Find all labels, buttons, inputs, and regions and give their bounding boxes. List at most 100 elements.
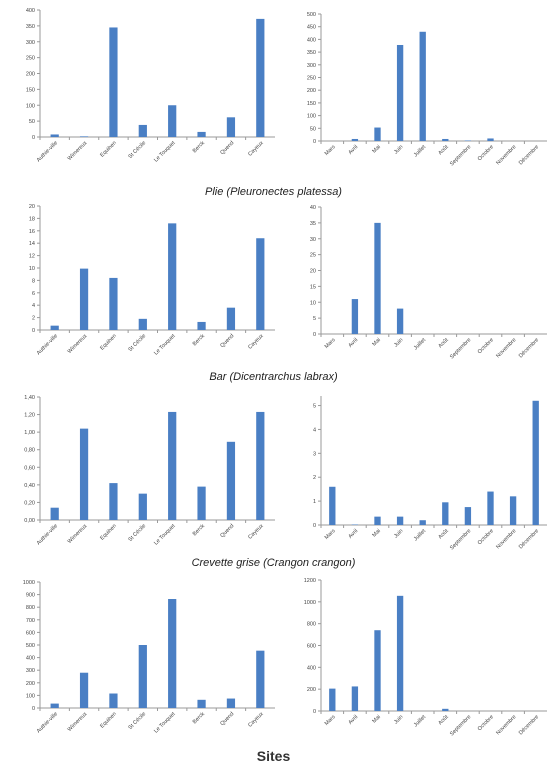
bar xyxy=(138,493,147,520)
bar xyxy=(509,496,517,525)
y-tick-label: 20 xyxy=(310,269,316,275)
bar xyxy=(329,486,336,525)
y-tick-label: 450 xyxy=(307,25,316,31)
bar xyxy=(442,502,449,525)
y-tick-label: 400 xyxy=(307,665,316,671)
caption-bar: Bar (Dicentrarchus labrax) xyxy=(209,371,338,383)
y-tick-label: 800 xyxy=(26,605,35,611)
y-tick-label: 0 xyxy=(32,328,35,334)
chart-row4-right: 0 200 400 600 800 1000 1200 Mars Avril Mai Juin Jui… xyxy=(304,578,547,737)
bar xyxy=(226,698,236,708)
y-tick-label: 300 xyxy=(26,40,35,46)
y-tick-label: 18 xyxy=(29,216,35,222)
y-tick-label: 0,60 xyxy=(24,465,35,471)
bar xyxy=(419,31,426,142)
bar xyxy=(109,483,118,520)
y-tick-label: 0 xyxy=(313,332,316,338)
bar xyxy=(396,308,404,334)
y-tick-label: 3 xyxy=(313,451,316,457)
x-tick-label: Novembre xyxy=(495,528,517,550)
x-tick-label: Juin xyxy=(393,144,404,155)
bar xyxy=(138,124,147,137)
x-tick-label: Mai xyxy=(371,337,382,348)
x-tick-label: Equihen xyxy=(99,523,118,542)
x-tick-label: Juin xyxy=(393,337,404,348)
x-tick-label: Novembre xyxy=(495,337,517,359)
x-tick-label: Mai xyxy=(371,714,382,725)
bar xyxy=(487,138,494,141)
bar xyxy=(464,507,472,525)
y-tick-label: 40 xyxy=(310,205,316,211)
bar xyxy=(197,486,206,520)
bar xyxy=(138,645,147,708)
bar xyxy=(168,599,177,708)
x-tick-label: Quend xyxy=(219,333,235,349)
y-tick-label: 8 xyxy=(32,278,35,284)
y-tick-label: 1000 xyxy=(304,600,316,606)
bar xyxy=(442,708,449,711)
bar xyxy=(79,268,89,330)
y-tick-label: 30 xyxy=(310,237,316,243)
x-tick-label: Mars xyxy=(324,337,337,350)
x-tick-label: Décembre xyxy=(518,528,540,550)
bar xyxy=(168,223,177,330)
x-tick-label: Berck xyxy=(192,333,206,347)
y-tick-label: 20 xyxy=(29,204,35,210)
x-tick-label: Novembre xyxy=(495,144,517,166)
x-tick-label: Août xyxy=(437,144,450,157)
x-tick-label: Octobre xyxy=(477,528,495,546)
x-tick-label: Juillet xyxy=(413,714,428,729)
y-tick-label: 50 xyxy=(310,126,316,132)
y-tick-label: 0,40 xyxy=(24,483,35,489)
y-tick-label: 150 xyxy=(26,87,35,93)
bar xyxy=(138,318,147,330)
x-tick-label: Décembre xyxy=(518,144,540,166)
y-tick-label: 1,40 xyxy=(24,395,35,401)
x-tick-label: Août xyxy=(437,337,450,350)
x-tick-label: Avril xyxy=(348,144,360,156)
x-tick-label: St Cécile xyxy=(127,333,147,353)
y-tick-label: 200 xyxy=(307,687,316,693)
x-tick-label: Juillet xyxy=(413,144,428,159)
x-tick-label: Cayeux xyxy=(247,711,265,729)
y-tick-label: 250 xyxy=(307,76,316,82)
x-tick-label: Quend xyxy=(219,523,235,539)
y-tick-label: 0 xyxy=(32,135,35,141)
x-tick-label: Cayeux xyxy=(247,333,265,351)
chart-row1-left: 0 50 100 150 200 250 300 350 400 Authie-ville Wime… xyxy=(26,8,275,164)
bar xyxy=(79,136,89,137)
bar xyxy=(197,699,206,708)
chart-row2-left: 0 2 4 6 8 10 12 14 16 18 20 Authie-ville Wimereux Equ… xyxy=(29,204,275,357)
x-tick-label: Le Touquet xyxy=(153,333,177,357)
bar xyxy=(396,44,404,141)
x-tick-label: Mars xyxy=(324,144,337,157)
bar xyxy=(109,27,118,137)
y-tick-label: 1200 xyxy=(304,578,316,584)
y-tick-label: 25 xyxy=(310,253,316,259)
x-tick-label: Novembre xyxy=(495,714,517,736)
x-tick-label: Le Touquet xyxy=(153,523,177,547)
y-tick-label: 2 xyxy=(313,475,316,481)
x-tick-label: Mars xyxy=(324,714,337,727)
x-tick-label: Juin xyxy=(393,528,404,539)
x-tick-label: Mai xyxy=(371,528,382,539)
x-tick-label: Octobre xyxy=(477,144,495,162)
chart-row3-right: 0 1 2 3 4 5 Mars Avril Mai Juin Juillet Août Septemb… xyxy=(313,396,547,551)
x-tick-label: Equihen xyxy=(99,333,118,352)
x-tick-label: Octobre xyxy=(477,337,495,355)
x-tick-label: Septembre xyxy=(449,144,472,167)
x-tick-label: Le Touquet xyxy=(153,711,177,735)
bar xyxy=(168,411,177,520)
x-tick-label: Quend xyxy=(219,711,235,727)
bar xyxy=(419,520,426,525)
bar xyxy=(396,595,404,711)
x-tick-label: Mars xyxy=(324,528,337,541)
y-tick-label: 1,20 xyxy=(24,413,35,419)
bar xyxy=(532,400,539,525)
x-tick-label: Berck xyxy=(192,140,206,154)
x-tick-label: Quend xyxy=(219,140,235,156)
x-tick-label: Décembre xyxy=(518,337,540,359)
x-tick-label: Authie-ville xyxy=(36,333,59,356)
bar xyxy=(329,688,336,711)
